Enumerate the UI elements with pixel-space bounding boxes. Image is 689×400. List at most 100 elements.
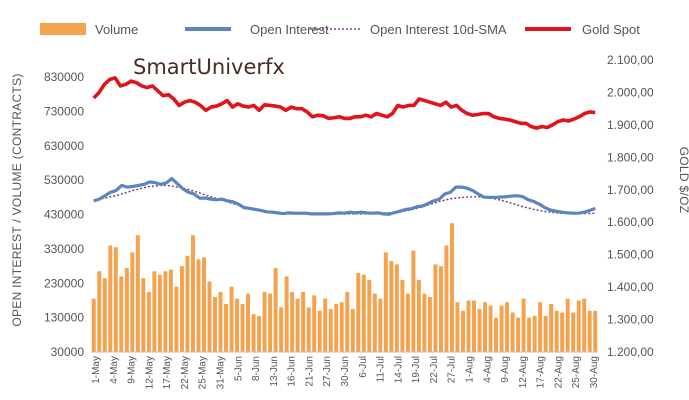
volume-bar	[334, 303, 339, 352]
volume-bar	[284, 276, 289, 352]
legend-label: Volume	[95, 22, 138, 37]
volume-bar	[168, 269, 173, 352]
volume-bar	[102, 278, 107, 352]
volume-bar	[312, 295, 317, 352]
x-axis-ticks: 1-May 4-May 9-May 12-May 17-May 22-May 25-May 3…	[91, 356, 600, 389]
volume-bar	[516, 317, 521, 352]
legend: Volume Open Interest Open Interest 10d-SMA…	[40, 22, 640, 37]
volume-bar	[196, 259, 201, 352]
legend-label: Open Interest 10d-SMA	[370, 22, 507, 37]
x-tick-label: 30-Aug	[589, 356, 600, 388]
volume-bar	[576, 300, 581, 352]
open-interest-line	[93, 176, 596, 216]
y-tick-label-right: 1.700,00	[607, 183, 654, 197]
volume-bar	[466, 300, 471, 352]
volume-bar	[472, 300, 476, 352]
volume-bar	[108, 245, 113, 352]
volume-bar	[295, 298, 300, 352]
volume-bar	[499, 305, 504, 352]
volume-bar	[124, 267, 129, 352]
volume-bar	[372, 293, 377, 352]
volume-bar	[91, 298, 96, 352]
x-tick-label: 22-Aug	[553, 356, 564, 388]
volume-bar	[444, 245, 449, 352]
volume-bar	[361, 274, 366, 352]
volume-bar	[306, 307, 311, 352]
x-tick-label: 27-Jul	[447, 356, 458, 383]
volume-bar	[571, 312, 576, 352]
volume-bar	[163, 271, 168, 352]
x-tick-label: 22-May	[180, 356, 191, 389]
volume-bar	[224, 303, 228, 352]
volume-bar	[240, 303, 245, 352]
volume-bar	[510, 312, 515, 352]
x-tick-label: 9-May	[127, 356, 138, 384]
volume-bar	[383, 252, 388, 352]
volume-bar	[323, 298, 328, 352]
volume-bar	[477, 309, 482, 352]
volume-bar	[538, 302, 543, 352]
volume-bar	[356, 272, 361, 352]
y-tick-label-left: 230000	[44, 276, 84, 290]
volume-bar	[190, 235, 195, 352]
x-tick-label: 30-Jun	[340, 356, 351, 387]
volume-bar	[141, 278, 146, 352]
x-tick-label: 12-May	[144, 356, 155, 389]
series-lines	[92, 76, 596, 216]
volume-bar	[146, 291, 151, 352]
volume-bar	[130, 252, 135, 352]
volume-bar	[494, 317, 499, 352]
y-tick-label-right: 1.400,00	[607, 280, 654, 294]
volume-bar	[119, 276, 124, 352]
volume-bar	[505, 302, 510, 352]
y-tick-label-left: 30000	[51, 345, 85, 359]
volume-bar	[229, 286, 234, 352]
volume-bar	[582, 298, 587, 352]
volume-bar	[97, 271, 102, 352]
volume-bar	[560, 312, 565, 352]
y-tick-label-right: 1.500,00	[607, 248, 654, 262]
y-tick-label-right: 1.800,00	[607, 150, 654, 164]
x-tick-label: 21-Jun	[304, 356, 315, 387]
volume-bar	[268, 293, 273, 352]
x-tick-label: 8-Jun	[251, 356, 262, 381]
volume-bar	[273, 267, 278, 352]
volume-bar	[422, 293, 427, 352]
y-tick-label-left: 430000	[44, 208, 84, 222]
x-tick-label: 6-Jul	[358, 356, 369, 378]
volume-bar	[461, 310, 465, 352]
volume-bar	[113, 247, 118, 352]
volume-bar	[345, 291, 350, 352]
x-tick-label: 12-Aug	[518, 356, 529, 388]
volume-bar	[378, 298, 383, 352]
volume-bar	[174, 286, 179, 352]
volume-bar	[339, 302, 344, 352]
legend-item: Open Interest	[185, 22, 329, 37]
y-tick-label-left: 530000	[44, 173, 84, 187]
volume-bar	[185, 255, 190, 352]
x-tick-label: 1-Aug	[465, 356, 476, 383]
volume-bar	[218, 291, 223, 352]
volume-bar	[135, 235, 140, 352]
volume-bar	[157, 274, 162, 352]
volume-bar	[350, 309, 355, 352]
volume-bar	[521, 298, 526, 352]
volume-bar	[449, 223, 454, 352]
x-tick-label: 16-Jun	[287, 356, 298, 387]
legend-item: Volume	[40, 22, 138, 37]
x-tick-label: 27-Jun	[322, 356, 333, 387]
y-tick-label-left: 130000	[44, 311, 84, 325]
legend-item: Open Interest 10d-SMA	[310, 22, 507, 37]
y-tick-label-left: 730000	[44, 105, 84, 119]
x-tick-label: 22-Jul	[429, 356, 440, 383]
volume-bar	[367, 279, 372, 352]
x-tick-label: 9-Aug	[500, 356, 511, 383]
volume-bar	[213, 297, 217, 352]
volume-bar	[427, 297, 432, 352]
x-tick-label: 19-Jul	[411, 356, 422, 383]
gold-spot-line	[92, 76, 596, 130]
legend-swatch	[40, 23, 86, 35]
volume-bar	[262, 291, 267, 352]
volume-bar	[433, 264, 438, 352]
